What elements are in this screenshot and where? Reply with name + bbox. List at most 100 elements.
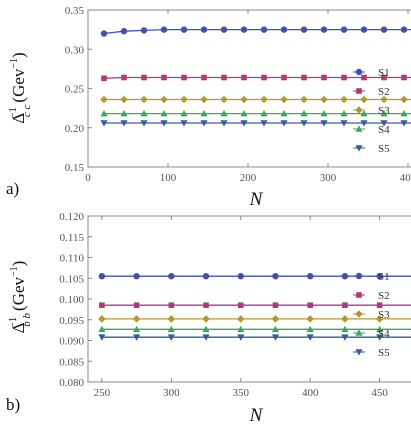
data-point — [306, 272, 314, 280]
legend-label: S4 — [378, 124, 390, 136]
data-point — [380, 26, 388, 33]
data-point — [160, 120, 168, 127]
data-point — [101, 75, 107, 82]
data-point — [301, 74, 307, 81]
x-axis-label: N — [249, 189, 264, 210]
data-point — [320, 26, 328, 33]
data-point — [98, 315, 106, 323]
data-point — [300, 120, 308, 127]
data-point — [160, 26, 168, 33]
data-point — [237, 334, 245, 341]
plot-frame — [87, 215, 411, 383]
data-point — [100, 30, 108, 37]
data-point — [236, 315, 245, 323]
data-point — [241, 74, 247, 81]
data-point — [341, 325, 349, 333]
legend-label: S3 — [378, 309, 390, 321]
legend-item: S3 — [353, 309, 390, 321]
data-point — [167, 315, 176, 323]
panel-1: 0.15 0.20 0.25 0.30 0.35 0 100 200 300 400 — [65, 5, 411, 184]
data-point — [121, 74, 127, 81]
legend-marker — [355, 125, 363, 132]
data-point — [271, 325, 280, 333]
data-point — [380, 120, 388, 127]
data-point — [180, 95, 188, 104]
series-line — [103, 76, 411, 79]
y-tick-label: 0.080 — [59, 377, 84, 389]
x-tick-label: 300 — [163, 387, 180, 399]
data-point — [341, 74, 347, 81]
data-point — [120, 27, 128, 35]
data-point — [160, 95, 168, 104]
series-S1 — [100, 26, 411, 37]
panel-label: b) — [6, 395, 20, 414]
y-tick-label: 0.120 — [59, 211, 84, 223]
legend-marker — [356, 292, 362, 298]
series-S3 — [98, 315, 411, 323]
data-point — [120, 95, 128, 104]
data-point — [306, 315, 314, 323]
legend-marker — [355, 349, 363, 356]
series-S5 — [100, 120, 411, 127]
series-S2 — [99, 302, 411, 309]
data-point — [181, 74, 187, 81]
data-point — [380, 110, 388, 117]
data-point — [320, 120, 328, 127]
legend-item: S2 — [353, 290, 390, 302]
legend-label: S1 — [378, 271, 390, 283]
data-point — [140, 27, 148, 34]
data-point — [361, 74, 367, 81]
x-tick-label: 400 — [302, 387, 319, 399]
data-point — [280, 110, 288, 117]
legend-item: S5 — [353, 143, 390, 155]
y-tick-label: 0.105 — [59, 273, 84, 285]
data-point — [300, 110, 308, 117]
data-point — [280, 26, 288, 33]
data-point — [200, 26, 208, 33]
legend-marker — [356, 88, 362, 94]
x-tick-label: 350 — [233, 387, 250, 399]
data-point — [321, 74, 327, 81]
data-point — [320, 110, 328, 117]
y-tick-label: 0.085 — [59, 356, 84, 368]
data-point — [120, 120, 128, 127]
series-S4 — [98, 325, 411, 333]
data-point — [200, 95, 208, 104]
legend-marker — [355, 329, 363, 336]
data-point — [141, 74, 147, 81]
legend-marker — [355, 272, 363, 280]
data-point — [272, 272, 279, 280]
data-point — [237, 325, 245, 333]
data-point — [180, 120, 188, 127]
data-point — [133, 334, 141, 341]
legend-item: S4 — [353, 124, 390, 136]
data-point — [99, 302, 105, 309]
series-S1 — [98, 272, 411, 280]
data-point — [140, 95, 148, 104]
data-point — [168, 272, 175, 280]
data-point — [201, 74, 207, 81]
data-point — [98, 272, 106, 280]
data-point — [260, 26, 268, 33]
data-point — [271, 315, 280, 323]
legend-item: S5 — [353, 347, 390, 359]
data-point — [200, 120, 208, 127]
legend-item: S1 — [353, 271, 390, 283]
data-point — [160, 110, 168, 117]
data-point — [300, 95, 308, 104]
data-point — [167, 334, 175, 341]
y-tick-label: 0.090 — [59, 336, 84, 348]
y-axis-label: Δ−1 c c(Gev−1) — [7, 52, 33, 123]
x-tick-label: 450 — [371, 387, 388, 399]
data-point — [168, 302, 175, 309]
data-point — [98, 325, 106, 333]
data-point — [342, 302, 348, 309]
data-point — [240, 26, 248, 33]
data-point — [221, 74, 227, 81]
plot-frame — [87, 9, 411, 168]
legend-label: S4 — [378, 328, 390, 340]
x-tick-label: 200 — [240, 172, 257, 184]
data-point — [180, 110, 188, 117]
series-S5 — [98, 334, 411, 341]
